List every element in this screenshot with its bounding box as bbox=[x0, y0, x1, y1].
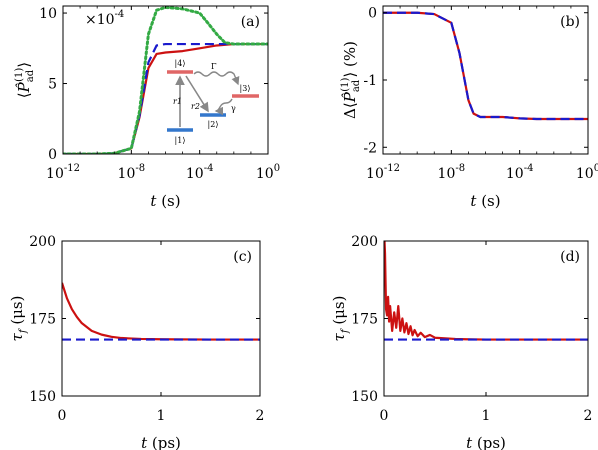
level-label: |1⟩ bbox=[175, 136, 186, 145]
y-tick-label: 10 bbox=[39, 6, 57, 22]
rate-label: r1 bbox=[173, 97, 182, 106]
panel-label: (d) bbox=[560, 249, 580, 265]
x-axis-label: t (ps) bbox=[466, 434, 506, 450]
x-axis-label: t (s) bbox=[470, 192, 500, 210]
y-tick-label: 175 bbox=[29, 312, 56, 328]
decay-arrow-gamma-small bbox=[214, 98, 233, 116]
arrow-r2 bbox=[185, 75, 209, 113]
panel-label: (b) bbox=[560, 14, 580, 30]
y-tick-label: 0 bbox=[368, 6, 377, 22]
level-label: |3⟩ bbox=[240, 84, 251, 93]
y-axis-label: Δ⟨P̂ad(1)⟩ (%) bbox=[340, 41, 362, 119]
decay-arrow-gamma-big bbox=[193, 71, 240, 86]
x-tick-label: 2 bbox=[256, 408, 265, 424]
level-diagram-inset: |4⟩ |3⟩ |2⟩ |1⟩ r1 r2 Γγ bbox=[167, 59, 259, 145]
series-red-solid-line bbox=[63, 42, 268, 154]
y-tick-label: 200 bbox=[351, 234, 378, 250]
x-tick-label: 100 bbox=[576, 163, 598, 182]
series-red-solid-line bbox=[383, 11, 588, 121]
x-tick-label: 10-8 bbox=[438, 163, 466, 182]
y-tick-label: -2 bbox=[363, 140, 377, 156]
x-tick-label: 10-12 bbox=[46, 163, 80, 182]
x-tick-label: 10-12 bbox=[366, 163, 400, 182]
y-tick-label: -1 bbox=[363, 73, 377, 89]
y-axis-label: τf (μs) bbox=[8, 296, 29, 342]
rate-label: Γ bbox=[211, 62, 217, 71]
rate-label: r2 bbox=[191, 102, 200, 111]
y-tick-label: 200 bbox=[29, 234, 56, 250]
series-red-solid-line bbox=[62, 282, 260, 341]
y-tick-label: 150 bbox=[29, 389, 56, 405]
y-tick-label: 0 bbox=[48, 147, 57, 163]
panel-b: 10-12 10-8 10-4 100 0 -1 -2 (b) t (s) Δ⟨P̂ad(1)⟩ … bbox=[340, 5, 598, 210]
panel-d: 0 1 2 150 175 200 (d) t (ps) τf (μs) bbox=[330, 234, 592, 450]
series-green-dotted-line bbox=[63, 6, 268, 154]
axes-frame bbox=[62, 5, 269, 155]
y-axis-label: τf (μs) bbox=[330, 296, 351, 342]
series-red-solid-line bbox=[384, 241, 588, 341]
x-tick-label: 0 bbox=[58, 408, 67, 424]
panel-label: (c) bbox=[233, 249, 252, 265]
x-tick-label: 10-4 bbox=[506, 163, 534, 182]
panel-label: (a) bbox=[241, 14, 260, 30]
panel-a: 10-12 10-8 10-4 100 0 5 10 (a) t (s) ⟨P̂ad(1)⟩ ×10… bbox=[14, 5, 280, 210]
x-tick-label: 10-4 bbox=[186, 163, 214, 182]
axes-frame bbox=[61, 240, 261, 397]
x-tick-label: 1 bbox=[482, 408, 491, 424]
x-tick-label: 100 bbox=[256, 163, 280, 182]
y-tick-label: 150 bbox=[351, 389, 378, 405]
x-tick-label: 2 bbox=[584, 408, 593, 424]
y-tick-label: 5 bbox=[48, 77, 57, 93]
y-axis-label: ⟨P̂ad(1)⟩ bbox=[14, 62, 36, 98]
series-blue-dashed-line bbox=[383, 11, 588, 121]
rate-label: γ bbox=[231, 104, 236, 113]
x-tick-label: 0 bbox=[380, 408, 389, 424]
x-axis-label: t (s) bbox=[150, 192, 180, 210]
panel-c: 0 1 2 150 175 200 (c) t (ps) τf (μs) bbox=[8, 234, 264, 450]
x-tick-label: 1 bbox=[157, 408, 166, 424]
axes-frame bbox=[383, 240, 589, 397]
axis-multiplier: ×10-4 bbox=[85, 9, 124, 28]
level-label: |4⟩ bbox=[175, 59, 186, 68]
level-label: |2⟩ bbox=[208, 120, 219, 129]
series-blue-dashed-line bbox=[63, 42, 268, 154]
x-tick-label: 10-8 bbox=[118, 163, 146, 182]
axes-frame bbox=[382, 5, 589, 155]
x-axis-label: t (ps) bbox=[141, 434, 181, 450]
y-tick-label: 175 bbox=[351, 312, 378, 328]
